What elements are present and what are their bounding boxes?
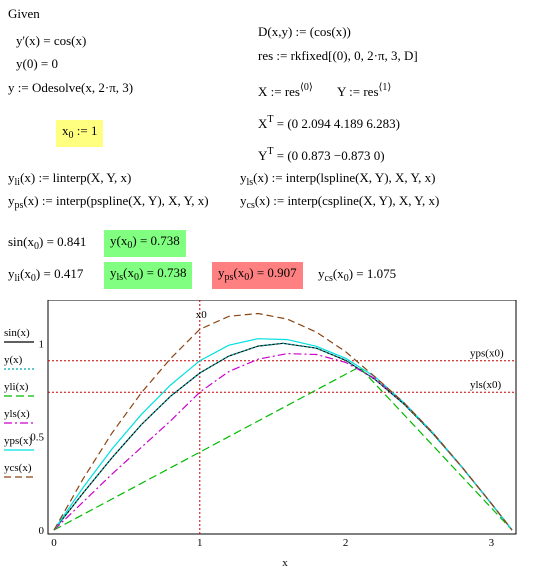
x0-marker-label: x0 [196, 309, 208, 321]
y-result-value: = 0.738 [136, 233, 180, 248]
Y-transpose-values: (0 0.873 −0.873 0) [287, 148, 385, 163]
ycs-definition[interactable]: ycs(x) := interp(cspline(X, Y), X, Y, x) [240, 193, 440, 211]
yli-definition[interactable]: yli(x) := linterp(X, Y, x) [8, 170, 132, 188]
legend-label: yps(x) [4, 435, 32, 447]
series-line [53, 342, 513, 531]
x-tick-label: 1 [197, 537, 203, 549]
odesolve-definition[interactable]: y := Odesolve(x, 2·π, 3) [8, 80, 133, 96]
plot-series [53, 312, 513, 531]
X-def-text: X := res [258, 84, 300, 99]
plot-legend: sin(x) y(x) yli(x) yls(x) yps(x) ycs(x) [4, 327, 34, 478]
odesolve-rhs: Odesolve(x, 2·π, 3) [31, 80, 134, 95]
y-marker-label: yls(x0) [470, 379, 502, 391]
D-definition[interactable]: D(x,y) := (cos(x)) [258, 24, 351, 39]
plot-ticks: 0 1 2 3 0 0.5 1 [30, 338, 494, 549]
series-line [53, 338, 513, 531]
yls-result-value: = 0.738 [143, 265, 187, 280]
initial-condition[interactable]: y(0) = 0 [16, 56, 58, 71]
X-transpose-values: (0 2.094 4.189 6.283) [287, 116, 401, 131]
y-tick-label: 0 [39, 525, 45, 537]
sin-result-value: = 0.841 [43, 234, 87, 249]
legend-label: sin(x) [4, 327, 30, 339]
yps-result-value: = 0.907 [253, 265, 297, 280]
y-result[interactable]: y(x0) = 0.738 [104, 230, 186, 257]
ode-equation[interactable]: y'(x) = cos(x) [16, 33, 87, 48]
yps-result[interactable]: yps(x0) = 0.907 [212, 262, 303, 289]
interpolation-plot[interactable]: sin(x)y(x)yli(x)yls(x)yps(x)ycs(x) x0yps… [0, 300, 534, 574]
yli-def-text: (x) := linterp(X, Y, x) [20, 170, 132, 185]
plot-markers: x0 yps(x0) yls(x0) [48, 300, 516, 534]
ycs-result-value: = 1.075 [353, 266, 397, 281]
x0-def-text: := 1 [73, 123, 98, 138]
Y-definition[interactable]: Y := res⟨1⟩ [337, 80, 391, 100]
yls-def-text: (x) := interp(lspline(X, Y), X, Y, x) [253, 170, 436, 185]
yls-result[interactable]: yls(x0) = 0.738 [104, 262, 193, 289]
plot-frame [47, 300, 517, 535]
res-definition[interactable]: res := rkfixed[(0), 0, 2·π, 3, D] [258, 48, 418, 63]
series-line [53, 312, 513, 531]
given-keyword[interactable]: Given [8, 6, 40, 21]
ycs-def-text: (x) := interp(cspline(X, Y), X, Y, x) [254, 193, 440, 208]
legend-label: y(x) [4, 354, 23, 366]
X-transpose[interactable]: XT = (0 2.094 4.189 6.283) [258, 114, 401, 131]
yps-definition[interactable]: yps(x) := interp(pspline(X, Y), X, Y, x) [8, 193, 209, 211]
Y-transpose[interactable]: YT = (0 0.873 −0.873 0) [258, 146, 385, 163]
x-tick-label: 2 [343, 537, 349, 549]
x0-definition[interactable]: x0 := 1 [56, 120, 104, 147]
legend-label: yli(x) [4, 381, 29, 393]
sin-result[interactable]: sin(x0) = 0.841 [8, 234, 87, 252]
legend-label: ycs(x) [4, 462, 32, 474]
legend-label: yls(x) [4, 408, 30, 420]
X-superscript: ⟨0⟩ [300, 82, 313, 93]
Y-superscript: ⟨1⟩ [378, 82, 392, 93]
x-axis-label: x [282, 557, 288, 569]
odesolve-lhs: y := [8, 80, 32, 95]
y-tick-label: 0.5 [30, 432, 44, 444]
yps-def-text: (x) := interp(pspline(X, Y), X, Y, x) [23, 193, 209, 208]
ycs-result[interactable]: ycs(x0) = 1.075 [318, 266, 397, 284]
X-definition[interactable]: X := res⟨0⟩ [258, 80, 313, 100]
x-tick-label: 3 [489, 537, 495, 549]
x-tick-label: 0 [51, 537, 57, 549]
series-line [53, 366, 513, 531]
yls-definition[interactable]: yls(x) := interp(lspline(X, Y), X, Y, x) [240, 170, 436, 188]
y-tick-label: 1 [39, 338, 45, 350]
y-marker-label: yps(x0) [470, 348, 504, 360]
yli-result-value: = 0.417 [40, 266, 84, 281]
Y-def-text: Y := res [337, 84, 379, 99]
yli-result[interactable]: yli(x0) = 0.417 [8, 266, 84, 284]
series-line [53, 352, 513, 531]
